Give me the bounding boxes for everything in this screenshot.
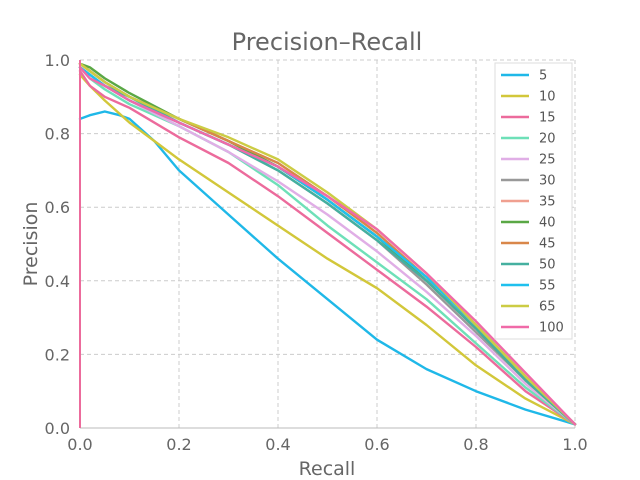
series-group bbox=[78, 60, 577, 428]
legend-label: 35 bbox=[539, 195, 556, 210]
series-line-5 bbox=[78, 110, 577, 426]
legend-label: 100 bbox=[539, 321, 564, 336]
x-tick-label: 0.6 bbox=[364, 435, 389, 454]
legend-label: 25 bbox=[539, 153, 556, 168]
y-tick-label: 0.2 bbox=[45, 345, 70, 364]
series-line-15 bbox=[78, 69, 577, 426]
y-tick-label: 1.0 bbox=[45, 51, 70, 70]
legend-label: 65 bbox=[539, 300, 556, 315]
x-tick-label: 0.2 bbox=[166, 435, 191, 454]
x-tick-label: 0.0 bbox=[67, 435, 92, 454]
x-tick-label: 1.0 bbox=[562, 435, 587, 454]
legend-label: 40 bbox=[539, 216, 556, 231]
legend-label: 5 bbox=[539, 69, 547, 84]
legend-label: 30 bbox=[539, 174, 556, 189]
y-tick-labels: 0.0 0.2 0.4 0.6 0.8 1.0 bbox=[45, 51, 70, 438]
y-tick-label: 0.0 bbox=[45, 419, 70, 438]
legend-label: 15 bbox=[539, 111, 556, 126]
series-line-100 bbox=[78, 66, 577, 426]
series-line-10 bbox=[78, 73, 577, 426]
legend-label: 50 bbox=[539, 258, 556, 273]
y-axis-label: Precision bbox=[20, 202, 42, 287]
y-tick-label: 0.8 bbox=[45, 125, 70, 144]
x-tick-labels: 0.0 0.2 0.4 0.6 0.8 1.0 bbox=[67, 435, 587, 454]
legend-label: 55 bbox=[539, 279, 556, 294]
x-tick-label: 0.4 bbox=[265, 435, 290, 454]
legend-label: 10 bbox=[539, 90, 556, 105]
legend-label: 45 bbox=[539, 237, 556, 252]
legend-label: 20 bbox=[539, 132, 556, 147]
chart-title: Precision–Recall bbox=[232, 28, 423, 56]
x-axis-label: Recall bbox=[299, 458, 356, 480]
x-tick-label: 0.8 bbox=[463, 435, 488, 454]
y-tick-label: 0.6 bbox=[45, 198, 70, 217]
series-line-65 bbox=[78, 62, 577, 426]
series-line-20 bbox=[78, 66, 577, 426]
y-tick-label: 0.4 bbox=[45, 272, 70, 291]
legend: 5 10 15 20 25 30 35 40 45 50 55 65 100 bbox=[494, 62, 573, 340]
